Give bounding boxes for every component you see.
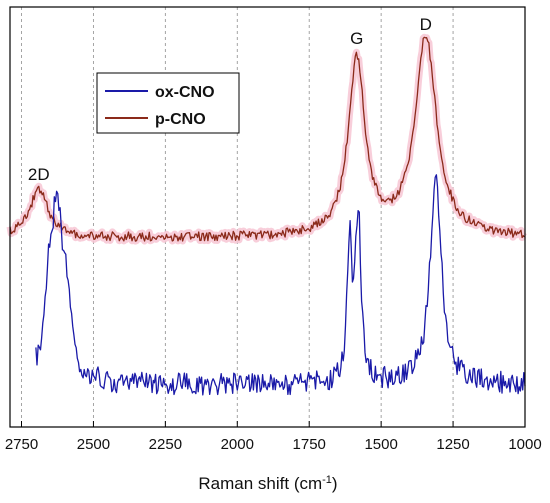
- peak-label-2d: 2D: [28, 165, 50, 184]
- x-tick-label: 2500: [77, 436, 110, 453]
- x-tick-label: 1500: [364, 436, 397, 453]
- x-axis-title: Raman shift (cm-1): [198, 474, 337, 493]
- grid-lines: [21, 7, 454, 427]
- peak-annotations: 2D G D: [28, 15, 432, 184]
- legend: ox-CNO p-CNO: [96, 72, 240, 134]
- series-line-ox-cno: [35, 174, 526, 396]
- series-group: [6, 33, 527, 396]
- plot-frame: [9, 6, 526, 428]
- x-tick-label: 1250: [436, 436, 469, 453]
- x-tick-label: 1750: [293, 436, 326, 453]
- legend-label-ox-cno: ox-CNO: [155, 84, 215, 101]
- x-tick-label: 2750: [5, 436, 38, 453]
- series-highlight-p-cno: [6, 33, 527, 245]
- series-line-p-cno: [9, 36, 525, 242]
- x-axis-ticks: 2750 2500 2250 2000 1750 1500 1250 1000: [5, 421, 542, 453]
- legend-box: [96, 72, 240, 134]
- legend-label-p-cno: p-CNO: [155, 111, 206, 128]
- peak-label-g: G: [350, 29, 363, 48]
- x-tick-label: 2000: [221, 436, 254, 453]
- x-tick-label: 1000: [508, 436, 541, 453]
- x-tick-label: 2250: [149, 436, 182, 453]
- peak-label-d: D: [420, 15, 432, 34]
